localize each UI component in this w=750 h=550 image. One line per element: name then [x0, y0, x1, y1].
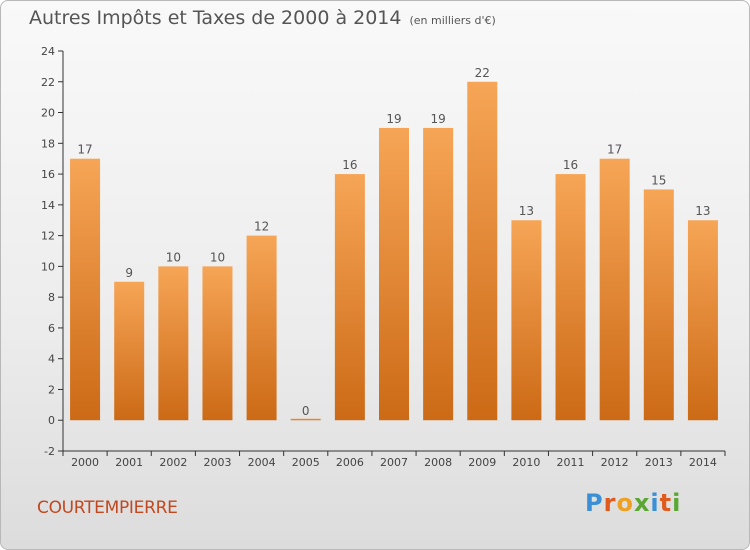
x-tick-label: 2012 — [601, 456, 629, 469]
x-tick-label: 2000 — [71, 456, 99, 469]
y-tick-label: 22 — [41, 76, 55, 89]
bar-2008 — [423, 127, 454, 421]
data-label: 10 — [210, 250, 225, 264]
data-label: 16 — [342, 158, 357, 172]
x-tick-label: 2013 — [645, 456, 673, 469]
y-tick-label: 0 — [48, 414, 55, 427]
data-label: 15 — [651, 173, 666, 187]
bar-2013 — [643, 189, 674, 421]
logo-letter: i — [672, 489, 682, 517]
y-tick-label: 4 — [48, 353, 55, 366]
proxiti-logo: Proxiti — [585, 489, 681, 517]
y-tick-label: 8 — [48, 291, 55, 304]
x-tick-label: 2011 — [557, 456, 585, 469]
bar-2007 — [379, 127, 409, 421]
y-tick-label: 16 — [41, 168, 55, 181]
x-tick-label: 2004 — [248, 456, 276, 469]
bar-2005 — [290, 418, 321, 421]
data-label: 13 — [519, 204, 534, 218]
x-tick-label: 2009 — [468, 456, 496, 469]
bar-2004 — [246, 235, 277, 421]
logo-letter: x — [633, 489, 651, 517]
logo-letter: o — [616, 489, 634, 517]
chart-title: Autres Impôts et Taxes de 2000 à 2014 (en… — [29, 7, 496, 29]
y-tick-label: 6 — [48, 322, 55, 335]
data-label: 12 — [254, 220, 269, 234]
commune-name: COURTEMPIERRE — [37, 498, 178, 518]
bar-2002 — [158, 266, 189, 421]
data-label: 0 — [302, 404, 310, 418]
data-label: 13 — [695, 204, 710, 218]
x-tick-label: 2002 — [159, 456, 187, 469]
logo-letter: t — [659, 489, 673, 517]
y-tick-label: 12 — [41, 230, 55, 243]
x-tick-label: 2007 — [380, 456, 408, 469]
y-tick-label: 14 — [41, 199, 55, 212]
y-tick-label: 10 — [41, 260, 55, 273]
y-tick-label: 2 — [48, 383, 55, 396]
y-tick-label: 24 — [41, 45, 55, 58]
bar-2014 — [687, 220, 718, 421]
bar-2011 — [555, 174, 586, 421]
x-tick-label: 2014 — [689, 456, 717, 469]
x-tick-label: 2001 — [115, 456, 143, 469]
chart-unit: (en milliers d'€) — [409, 14, 496, 27]
bar-2000 — [70, 158, 101, 421]
bar-2009 — [467, 81, 498, 421]
bar-2003 — [202, 266, 233, 421]
data-label: 22 — [475, 66, 490, 80]
data-label: 19 — [386, 112, 401, 126]
x-tick-label: 2005 — [292, 456, 320, 469]
data-label: 9 — [125, 266, 133, 280]
bar-2012 — [599, 158, 630, 421]
bar-2001 — [114, 281, 145, 421]
data-label: 19 — [430, 112, 445, 126]
bar-2006 — [334, 174, 365, 421]
y-tick-label: -2 — [44, 445, 55, 458]
y-tick-label: 20 — [41, 107, 55, 120]
x-tick-label: 2003 — [203, 456, 231, 469]
x-tick-label: 2006 — [336, 456, 364, 469]
bar-2010 — [511, 220, 542, 421]
data-label: 16 — [563, 158, 578, 172]
y-tick-label: 18 — [41, 137, 55, 150]
x-tick-label: 2008 — [424, 456, 452, 469]
logo-letter: r — [603, 489, 617, 517]
data-label: 17 — [77, 143, 92, 157]
data-label: 10 — [166, 250, 181, 264]
chart-title-text: Autres Impôts et Taxes de 2000 à 2014 — [29, 7, 402, 29]
logo-letter: P — [585, 489, 604, 517]
logo-letter: i — [650, 489, 660, 517]
x-tick-label: 2010 — [512, 456, 540, 469]
data-label: 17 — [607, 143, 622, 157]
